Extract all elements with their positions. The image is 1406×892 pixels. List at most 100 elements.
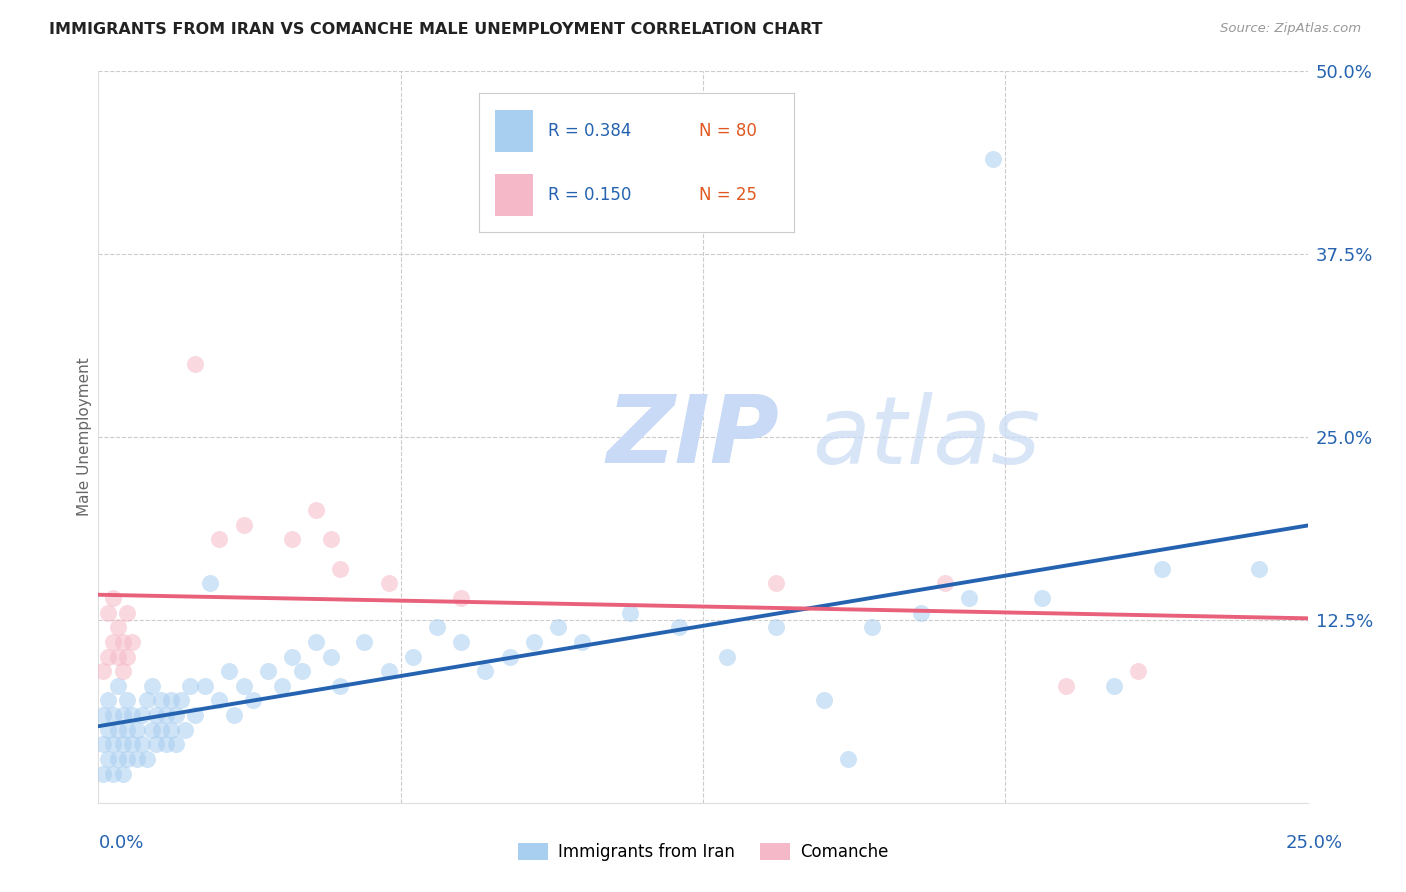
Point: [222, 708, 245, 723]
Text: atlas: atlas: [811, 392, 1040, 483]
Point: [184, 357, 207, 371]
Point: [111, 664, 134, 678]
Point: [101, 708, 124, 723]
Point: [1128, 664, 1150, 678]
Point: [101, 766, 124, 780]
Point: [377, 664, 399, 678]
Point: [765, 576, 787, 591]
Point: [111, 635, 134, 649]
Point: [571, 635, 593, 649]
Point: [716, 649, 738, 664]
Point: [141, 723, 163, 737]
Point: [135, 693, 157, 707]
Point: [91, 664, 114, 678]
Point: [281, 533, 304, 547]
Point: [218, 664, 240, 678]
Point: [91, 766, 114, 780]
Point: [165, 737, 187, 751]
Point: [165, 708, 187, 723]
Point: [474, 664, 496, 678]
Point: [150, 723, 173, 737]
Point: [117, 752, 139, 766]
Point: [97, 693, 120, 707]
Point: [107, 620, 129, 634]
Point: [198, 576, 221, 591]
Text: ZIP: ZIP: [606, 391, 779, 483]
Text: IMMIGRANTS FROM IRAN VS COMANCHE MALE UNEMPLOYMENT CORRELATION CHART: IMMIGRANTS FROM IRAN VS COMANCHE MALE UN…: [49, 22, 823, 37]
Point: [121, 708, 143, 723]
Point: [131, 708, 153, 723]
Point: [97, 606, 120, 620]
Point: [242, 693, 264, 707]
Point: [150, 693, 173, 707]
Point: [91, 708, 114, 723]
Point: [117, 693, 139, 707]
Point: [97, 723, 120, 737]
Point: [121, 737, 143, 751]
Point: [377, 576, 399, 591]
Point: [107, 723, 129, 737]
Text: Source: ZipAtlas.com: Source: ZipAtlas.com: [1220, 22, 1361, 36]
Point: [101, 635, 124, 649]
Point: [101, 591, 124, 605]
Point: [111, 766, 134, 780]
Point: [305, 635, 328, 649]
Point: [194, 679, 217, 693]
Point: [208, 533, 231, 547]
Point: [174, 723, 197, 737]
Point: [208, 693, 231, 707]
Point: [155, 737, 177, 751]
Point: [329, 562, 352, 576]
Point: [319, 533, 342, 547]
Point: [957, 591, 980, 605]
Point: [402, 649, 425, 664]
Point: [910, 606, 932, 620]
Point: [107, 752, 129, 766]
Point: [160, 723, 183, 737]
Point: [131, 737, 153, 751]
Point: [155, 708, 177, 723]
Point: [271, 679, 294, 693]
Point: [169, 693, 191, 707]
Point: [121, 635, 143, 649]
Point: [184, 708, 207, 723]
Point: [353, 635, 375, 649]
Point: [111, 737, 134, 751]
Point: [765, 620, 787, 634]
Point: [860, 620, 883, 634]
Point: [426, 620, 449, 634]
Legend: Immigrants from Iran, Comanche: Immigrants from Iran, Comanche: [512, 836, 894, 868]
Point: [450, 635, 472, 649]
Y-axis label: Male Unemployment: Male Unemployment: [77, 358, 91, 516]
Point: [547, 620, 569, 634]
Point: [1249, 562, 1271, 576]
Point: [305, 503, 328, 517]
Point: [668, 620, 690, 634]
Point: [127, 723, 149, 737]
Point: [145, 708, 167, 723]
Point: [107, 649, 129, 664]
Point: [281, 649, 304, 664]
Point: [319, 649, 342, 664]
Point: [1031, 591, 1053, 605]
Text: 25.0%: 25.0%: [1285, 834, 1343, 852]
Point: [179, 679, 201, 693]
Point: [97, 649, 120, 664]
Point: [1102, 679, 1125, 693]
Point: [1054, 679, 1077, 693]
Point: [141, 679, 163, 693]
Point: [160, 693, 183, 707]
Point: [111, 708, 134, 723]
Point: [1152, 562, 1174, 576]
Point: [117, 606, 139, 620]
Point: [619, 606, 641, 620]
Point: [127, 752, 149, 766]
Point: [498, 649, 520, 664]
Point: [145, 737, 167, 751]
Point: [232, 517, 254, 532]
Point: [813, 693, 835, 707]
Text: 0.0%: 0.0%: [98, 834, 143, 852]
Point: [523, 635, 546, 649]
Point: [107, 679, 129, 693]
Point: [232, 679, 254, 693]
